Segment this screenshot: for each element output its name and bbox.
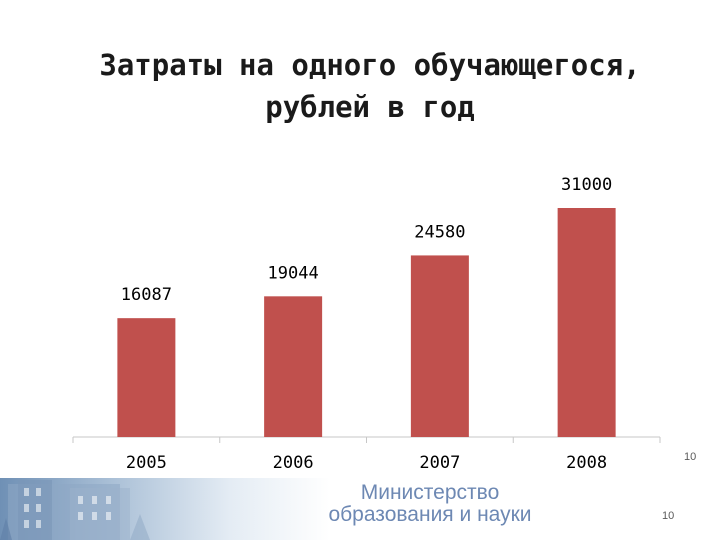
slide-title-line-2: рублей в год	[265, 90, 475, 124]
data-label-2008: 31000	[561, 175, 612, 195]
bar-2008	[557, 208, 616, 437]
slide-title: Затраты на одного обучающегося, рублей в…	[40, 44, 700, 128]
ministry-logo-text: Министерство образования и науки	[300, 482, 560, 526]
footer-banner: Министерство образования и науки 10	[0, 478, 720, 540]
ministry-line-1: Министерство	[360, 481, 500, 504]
bar-chart: 16087 2005 19044 2006 24580 2007 31000 2008	[72, 175, 661, 473]
bar-2007	[410, 255, 469, 437]
category-label-2007: 2007	[419, 453, 460, 473]
data-label-2005: 16087	[121, 285, 172, 305]
page-number: 10	[684, 451, 697, 463]
bar-2006	[264, 296, 323, 437]
category-label-2006: 2006	[273, 453, 314, 473]
footer-page-number: 10	[662, 510, 675, 522]
ministry-line-2: образования и науки	[328, 503, 532, 526]
bar-2005	[117, 318, 176, 437]
category-label-2005: 2005	[126, 453, 167, 473]
category-label-2008: 2008	[566, 453, 607, 473]
data-label-2007: 24580	[414, 222, 465, 242]
building-image	[0, 480, 150, 540]
slide-title-line-1: Затраты на одного обучающегося,	[99, 48, 641, 82]
data-label-2006: 19044	[268, 263, 319, 283]
